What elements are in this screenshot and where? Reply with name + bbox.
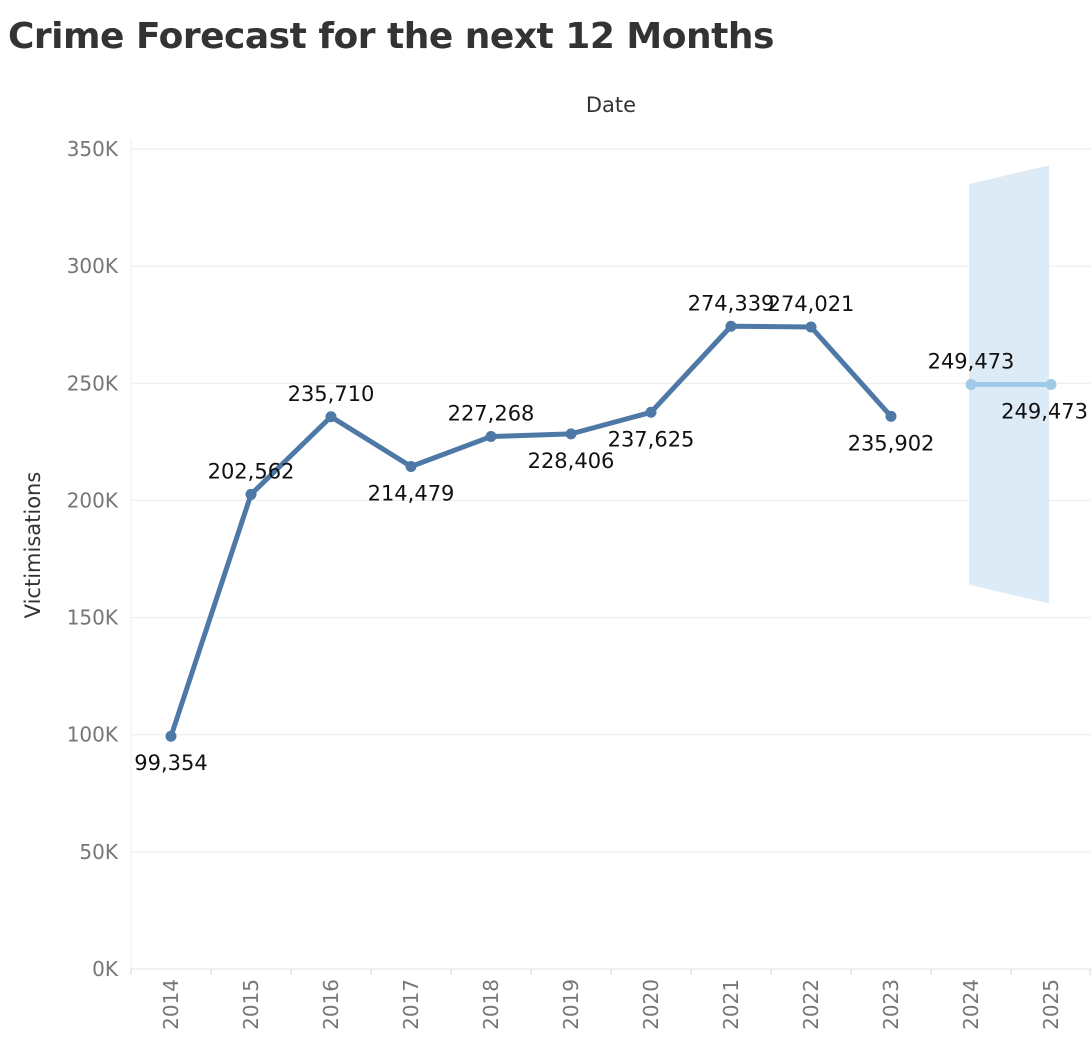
actual-data-point <box>165 730 177 742</box>
series-lines <box>168 323 1054 739</box>
data-label: 228,406 <box>528 449 615 473</box>
actual-data-point <box>885 410 897 422</box>
x-tick-label: 2014 <box>159 979 183 1030</box>
data-label: 237,625 <box>608 427 695 451</box>
actual-series-line <box>168 323 894 739</box>
x-tick-label: 2019 <box>559 979 583 1030</box>
x-tick-label: 2020 <box>639 979 663 1030</box>
x-axis-title: Date <box>586 93 636 117</box>
y-tick-label: 200K <box>67 488 119 512</box>
y-tick-label: 150K <box>67 606 119 630</box>
x-tick-label: 2025 <box>1039 979 1063 1030</box>
y-tick-label: 250K <box>67 371 119 395</box>
data-label: 249,473 <box>1001 400 1088 424</box>
data-label: 227,268 <box>448 402 535 426</box>
x-tick-label: 2024 <box>959 979 983 1030</box>
data-label: 214,479 <box>368 482 455 506</box>
x-tick-label: 2018 <box>479 979 503 1030</box>
x-tick-label: 2015 <box>239 979 263 1030</box>
actual-data-point <box>565 428 577 440</box>
data-label: 274,021 <box>768 292 855 316</box>
x-tick-label: 2016 <box>319 979 343 1030</box>
data-label: 202,562 <box>208 459 295 483</box>
y-tick-label: 350K <box>67 137 119 161</box>
actual-data-point <box>725 320 737 332</box>
data-label: 99,354 <box>134 751 207 775</box>
data-labels: 99,354 202,562 235,710 214,479 227,268 228,40… <box>134 291 1088 775</box>
x-tick-label: 2021 <box>719 979 743 1030</box>
forecast-data-point <box>1045 379 1057 391</box>
forecast-data-point <box>965 379 977 391</box>
y-tick-label: 0K <box>92 957 119 981</box>
actual-data-point <box>805 321 817 333</box>
y-tick-label: 50K <box>79 840 118 864</box>
data-label: 249,473 <box>928 350 1015 374</box>
series-points <box>165 320 1057 742</box>
actual-data-point <box>245 488 257 500</box>
chart-title: Crime Forecast for the next 12 Months <box>8 16 774 57</box>
gridlines <box>131 148 1091 853</box>
actual-data-point <box>485 431 497 443</box>
actual-data-point <box>645 406 657 418</box>
y-tick-label: 100K <box>67 723 119 747</box>
axes: 0K 50K 100K 150K 200K 250K 300K 350K 2014 2015 201… <box>67 137 1091 1030</box>
x-tick-label: 2017 <box>399 979 423 1030</box>
x-tick-label: 2023 <box>879 979 903 1030</box>
actual-data-point <box>325 411 337 423</box>
actual-data-point <box>405 461 417 473</box>
data-label: 235,710 <box>288 382 375 406</box>
y-axis-title: Victimisations <box>21 472 45 619</box>
data-label: 274,339 <box>688 291 775 315</box>
y-tick-label: 300K <box>67 254 119 278</box>
data-label: 235,902 <box>848 431 935 455</box>
x-tick-label: 2022 <box>799 979 823 1030</box>
